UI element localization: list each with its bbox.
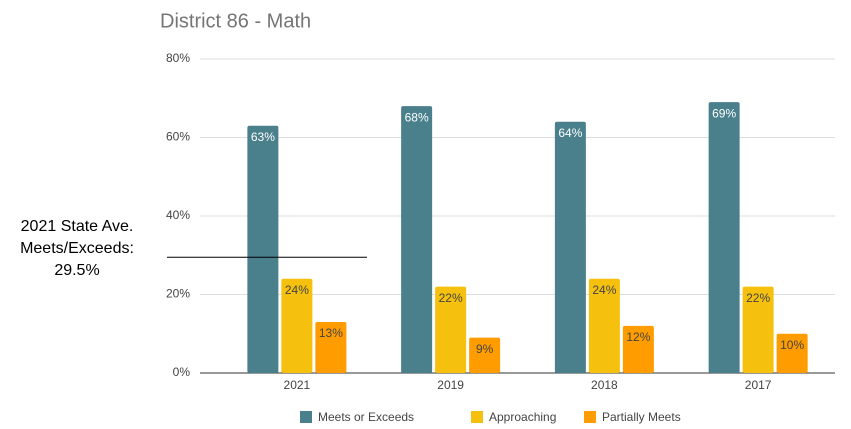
legend-label: Partially Meets: [602, 410, 681, 424]
legend-label: Meets or Exceeds: [318, 410, 414, 424]
bar: [247, 125, 279, 373]
y-tick-label: 0%: [173, 365, 191, 379]
value-label: 24%: [285, 283, 309, 297]
annotation-text: 2021 State Ave.: [21, 218, 134, 235]
x-tick-label: 2017: [745, 378, 772, 392]
bar: [742, 286, 774, 373]
bar: [315, 321, 347, 373]
y-tick-label: 20%: [166, 287, 190, 301]
bar: [554, 121, 586, 373]
y-tick-label: 60%: [166, 130, 190, 144]
bar: [469, 337, 501, 373]
x-tick-label: 2019: [437, 378, 464, 392]
bar: [281, 278, 313, 373]
value-label: 63%: [251, 130, 275, 144]
bar: [622, 325, 654, 373]
annotation-text: 29.5%: [54, 262, 99, 279]
bar: [435, 286, 467, 373]
value-label: 13%: [319, 326, 343, 340]
bar: [776, 333, 808, 373]
legend-label: Approaching: [489, 410, 556, 424]
bar: [708, 102, 740, 374]
y-tick-label: 40%: [166, 208, 190, 222]
value-label: 69%: [712, 106, 736, 120]
value-label: 68%: [405, 110, 429, 124]
x-tick-label: 2021: [284, 378, 311, 392]
legend-swatch: [300, 411, 312, 423]
value-label: 22%: [439, 291, 463, 305]
legend-swatch: [471, 411, 483, 423]
bar: [401, 106, 433, 373]
value-label: 64%: [558, 126, 582, 140]
value-label: 22%: [746, 291, 770, 305]
value-label: 12%: [626, 330, 650, 344]
annotation-text: Meets/Exceeds:: [20, 240, 134, 257]
x-tick-label: 2018: [591, 378, 618, 392]
value-label: 9%: [476, 342, 494, 356]
value-label: 10%: [780, 338, 804, 352]
y-tick-label: 80%: [166, 51, 190, 65]
legend-swatch: [584, 411, 596, 423]
chart-title: District 86 - Math: [160, 10, 311, 32]
bar: [588, 278, 620, 373]
value-label: 24%: [592, 283, 616, 297]
